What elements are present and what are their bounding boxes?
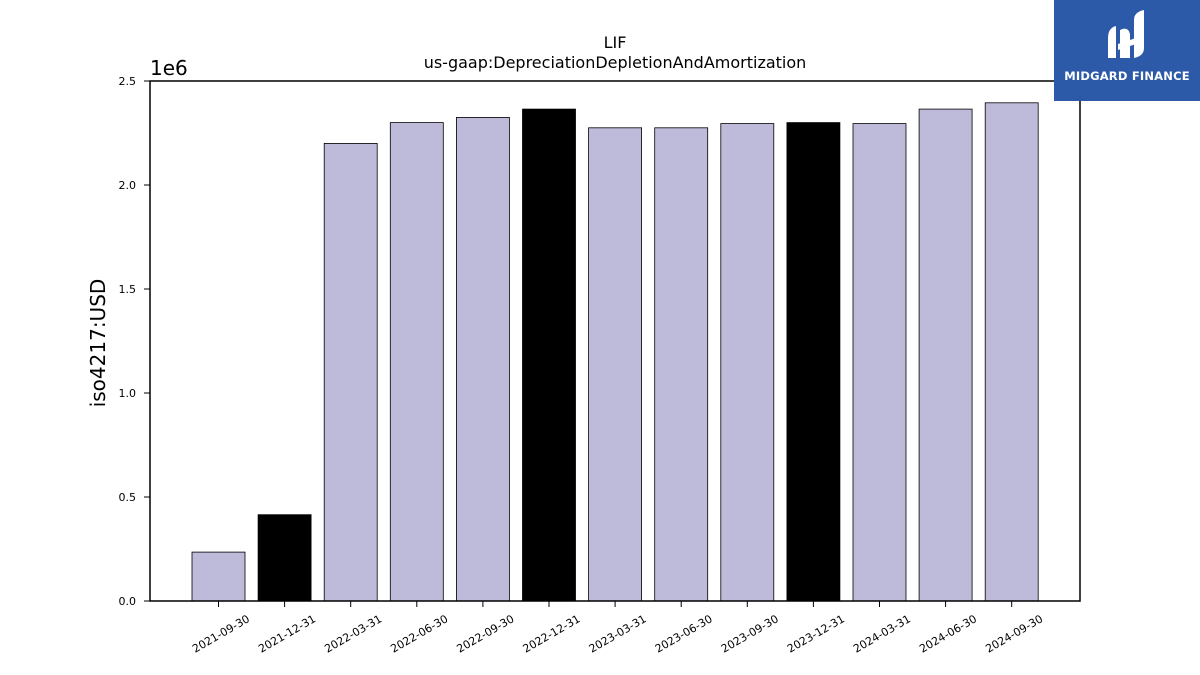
- x-tick-label: 2022-06-30: [388, 612, 450, 655]
- bar-2022-12-31: [522, 108, 576, 602]
- x-tick-label: 2022-12-31: [521, 612, 583, 655]
- chart-subtitle: us-gaap:DepreciationDepletionAndAmortiza…: [424, 53, 807, 72]
- bars-group: [191, 102, 1039, 602]
- y-tick-label: 1.5: [119, 283, 137, 296]
- logo-text: MIDGARD FINANCE: [1064, 69, 1190, 83]
- y-axis-offset-label: 1e6: [150, 56, 188, 80]
- x-tick-label: 2023-12-31: [785, 612, 847, 655]
- bar-2023-06-30: [654, 127, 709, 602]
- bar-2024-06-30: [918, 108, 973, 602]
- y-ticks-group: 0.0 0.5 1.0 1.5 2.0 2.5: [119, 75, 150, 608]
- x-tick-label: 2024-09-30: [983, 612, 1045, 655]
- x-tick-label: 2021-12-31: [256, 612, 318, 655]
- bar-2023-03-31: [588, 127, 642, 602]
- bar-2021-12-31: [257, 514, 312, 602]
- bar-2024-03-31: [852, 123, 907, 602]
- y-tick-label: 2.5: [119, 75, 137, 88]
- x-tick-label: 2023-06-30: [653, 612, 715, 655]
- y-tick-label: 2.0: [119, 179, 137, 192]
- bar-2022-09-30: [455, 117, 510, 602]
- y-tick-label: 1.0: [119, 387, 137, 400]
- y-axis-label: iso4217:USD: [86, 279, 110, 408]
- bar-2023-12-31: [786, 122, 841, 602]
- bar-2022-03-31: [323, 142, 378, 602]
- x-ticks-group: 2021-09-30 2021-12-31 2022-03-31 2022-06-30…: [190, 601, 1045, 656]
- bar-2021-09-30: [191, 551, 246, 602]
- logo-mark-icon: [1108, 10, 1144, 58]
- x-tick-label: 2022-03-31: [322, 612, 384, 655]
- plot-frame: [149, 80, 1081, 602]
- x-tick-label: 2023-03-31: [587, 612, 649, 655]
- x-tick-label: 2024-06-30: [917, 612, 979, 655]
- x-tick-label: 2021-09-30: [190, 612, 252, 655]
- bar-2023-09-30: [720, 123, 775, 602]
- y-tick-label: 0.5: [119, 491, 137, 504]
- bar-2022-06-30: [389, 122, 444, 602]
- x-tick-label: 2023-09-30: [719, 612, 781, 655]
- x-tick-label: 2024-03-31: [851, 612, 913, 655]
- bar-2024-09-30: [984, 102, 1039, 602]
- x-tick-label: 2022-09-30: [455, 612, 517, 655]
- y-tick-label: 0.0: [119, 595, 137, 608]
- midgard-finance-logo: MIDGARD FINANCE: [1054, 0, 1200, 101]
- chart-title: LIF: [604, 33, 627, 52]
